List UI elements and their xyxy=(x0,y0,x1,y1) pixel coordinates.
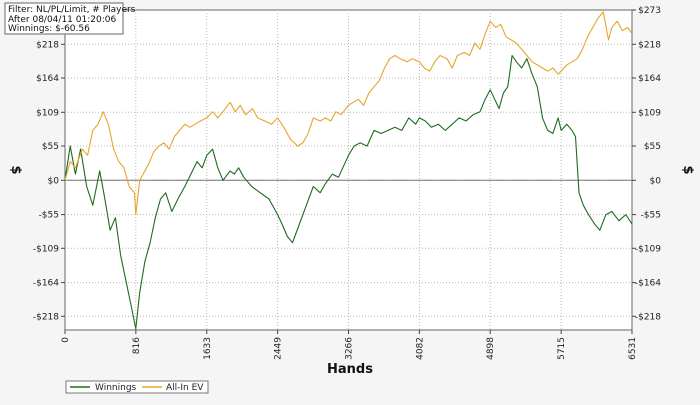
legend-label-allin-ev: All-In EV xyxy=(166,383,204,393)
y-right-tick-label: $218 xyxy=(638,40,661,50)
x-tick-label: 816 xyxy=(132,337,142,354)
y-left-tick-label: $109 xyxy=(36,108,59,118)
x-tick-label: 2449 xyxy=(274,337,284,360)
y-right-tick-label: -$164 xyxy=(635,279,661,289)
legend-label-winnings: Winnings xyxy=(95,383,137,393)
y-right-tick-label: -$218 xyxy=(635,312,661,322)
x-tick-label: 0 xyxy=(61,337,71,343)
info-box: Filter: NL/PL/Limit, # Players After 08/… xyxy=(4,2,136,35)
x-axis-title: Hands xyxy=(327,362,373,377)
y-axis-title-left: $ xyxy=(8,165,23,174)
info-date-text: After 08/04/11 01:20:06 xyxy=(8,15,116,25)
y-axis-title-right: $ xyxy=(680,165,695,174)
y-right-tick-label: $164 xyxy=(638,74,661,84)
y-right-tick-label: $55 xyxy=(644,142,661,152)
legend: Winnings All-In EV xyxy=(65,380,209,394)
y-left-tick-label: $55 xyxy=(42,142,59,152)
y-left-tick-label: -$164 xyxy=(33,279,59,289)
x-tick-label: 5715 xyxy=(557,337,567,360)
y-left-tick-label: $164 xyxy=(36,74,59,84)
info-filter-text: Filter: NL/PL/Limit, # Players xyxy=(8,5,136,15)
y-right-tick-label: -$55 xyxy=(641,211,661,221)
y-left-tick-label: -$109 xyxy=(33,244,59,254)
x-tick-label: 4082 xyxy=(415,337,425,360)
x-tick-label: 3266 xyxy=(345,337,355,360)
y-left-tick-label: -$218 xyxy=(33,312,59,322)
y-right-tick-label: -$109 xyxy=(635,244,661,254)
y-right-tick-label: $109 xyxy=(638,108,661,118)
x-axis: 0 816 1633 2449 3266 4082 4898 5715 6531 xyxy=(61,330,638,360)
y-axis-left: -$218 -$164 -$109 -$55 $0 $55 $109 $164 $218 xyxy=(33,40,65,322)
y-axis-right: -$218 -$164 -$109 -$55 $0 $55 $109 $164 $218 $273 xyxy=(632,6,661,322)
x-tick-label: 4898 xyxy=(486,337,496,360)
allin-ev-series-line xyxy=(64,11,633,216)
grid-lines xyxy=(65,10,632,330)
info-winnings-text: Winnings: $-60.56 xyxy=(8,24,90,34)
x-tick-label: 1633 xyxy=(203,337,213,360)
series-lines xyxy=(64,11,633,330)
x-tick-label: 6531 xyxy=(628,337,638,360)
winnings-series-line xyxy=(64,54,633,330)
y-left-tick-label: $218 xyxy=(36,40,59,50)
y-left-tick-label: $0 xyxy=(48,176,60,186)
y-right-tick-label: $0 xyxy=(650,176,662,186)
y-right-tick-label: $273 xyxy=(638,6,661,16)
y-left-tick-label: -$55 xyxy=(39,211,59,221)
